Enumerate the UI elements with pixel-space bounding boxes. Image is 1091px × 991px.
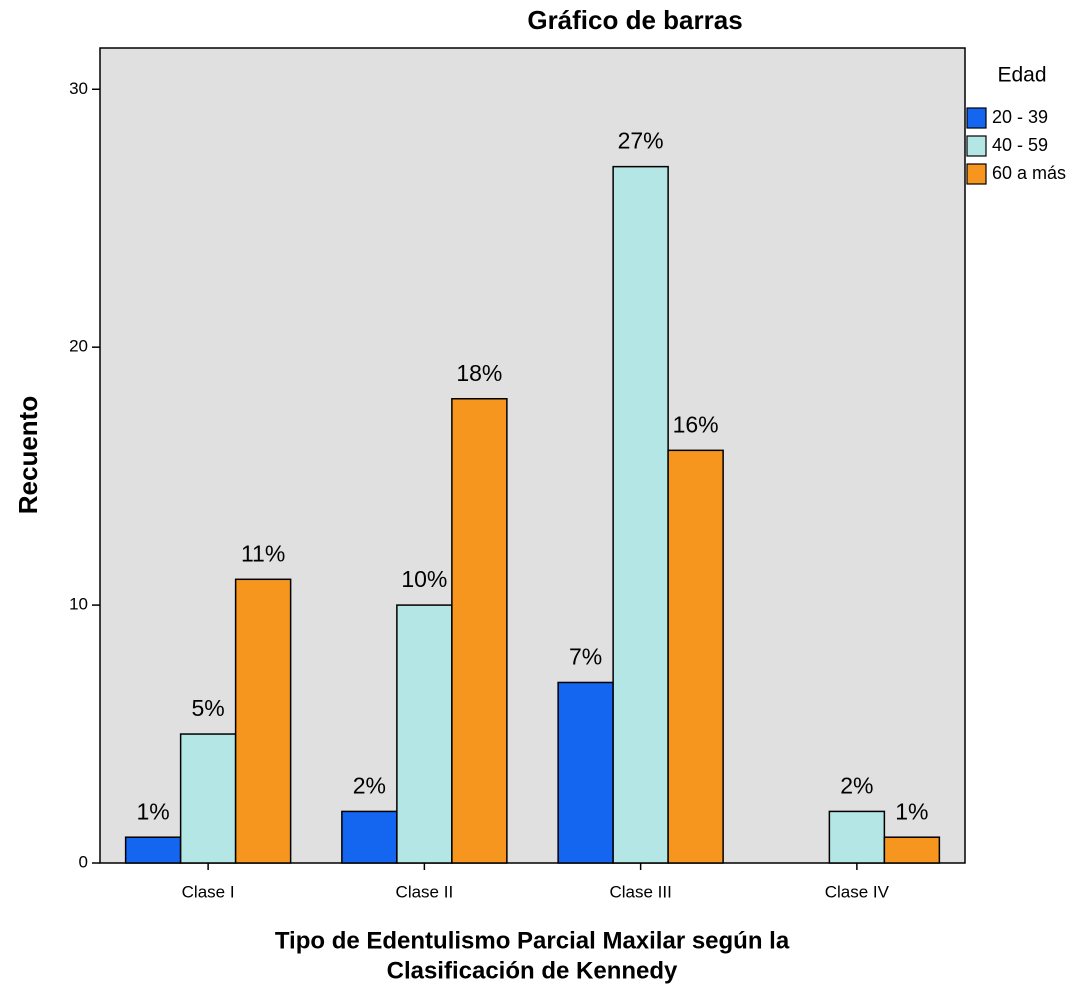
data-label: 10% bbox=[401, 566, 447, 592]
y-tick-label: 10 bbox=[69, 595, 88, 614]
x-tick-label: Clase II bbox=[396, 882, 454, 901]
data-label: 27% bbox=[618, 128, 664, 154]
bar bbox=[124, 836, 182, 864]
legend-label: 40 - 59 bbox=[992, 135, 1048, 155]
x-axis-label: Clasificación de Kennedy bbox=[387, 957, 678, 984]
y-tick-label: 0 bbox=[79, 852, 88, 871]
chart-title: Gráfico de barras bbox=[527, 5, 742, 35]
y-tick-label: 20 bbox=[69, 337, 88, 356]
legend-title: Edad bbox=[997, 64, 1046, 87]
bar bbox=[557, 681, 614, 864]
bar bbox=[341, 810, 398, 864]
data-label: 2% bbox=[353, 772, 386, 798]
y-axis-label: Recuento bbox=[13, 396, 43, 514]
data-label: 1% bbox=[895, 798, 928, 824]
x-tick-label: Clase III bbox=[609, 882, 671, 901]
data-label: 11% bbox=[241, 540, 285, 566]
legend-swatch bbox=[966, 163, 987, 185]
bar bbox=[612, 165, 669, 864]
legend-label: 60 a más bbox=[992, 163, 1066, 183]
data-label: 7% bbox=[569, 644, 602, 670]
x-axis-label: Tipo de Edentulismo Parcial Maxilar segú… bbox=[275, 927, 790, 954]
data-label: 2% bbox=[840, 772, 873, 798]
data-label: 16% bbox=[673, 411, 719, 437]
x-tick-label: Clase I bbox=[182, 882, 235, 901]
legend-swatch bbox=[966, 107, 987, 129]
y-tick-label: 30 bbox=[69, 79, 88, 98]
data-label: 1% bbox=[137, 798, 170, 824]
bar bbox=[451, 398, 508, 864]
bar bbox=[667, 449, 724, 864]
x-tick-label: Clase IV bbox=[825, 882, 890, 901]
data-label: 5% bbox=[192, 695, 225, 721]
bar bbox=[179, 733, 237, 864]
bar bbox=[883, 836, 941, 864]
legend-swatch bbox=[966, 135, 987, 157]
legend-label: 20 - 39 bbox=[992, 107, 1048, 127]
bar bbox=[234, 578, 292, 864]
bar bbox=[396, 604, 453, 864]
bar bbox=[828, 810, 886, 864]
data-label: 18% bbox=[456, 360, 502, 386]
